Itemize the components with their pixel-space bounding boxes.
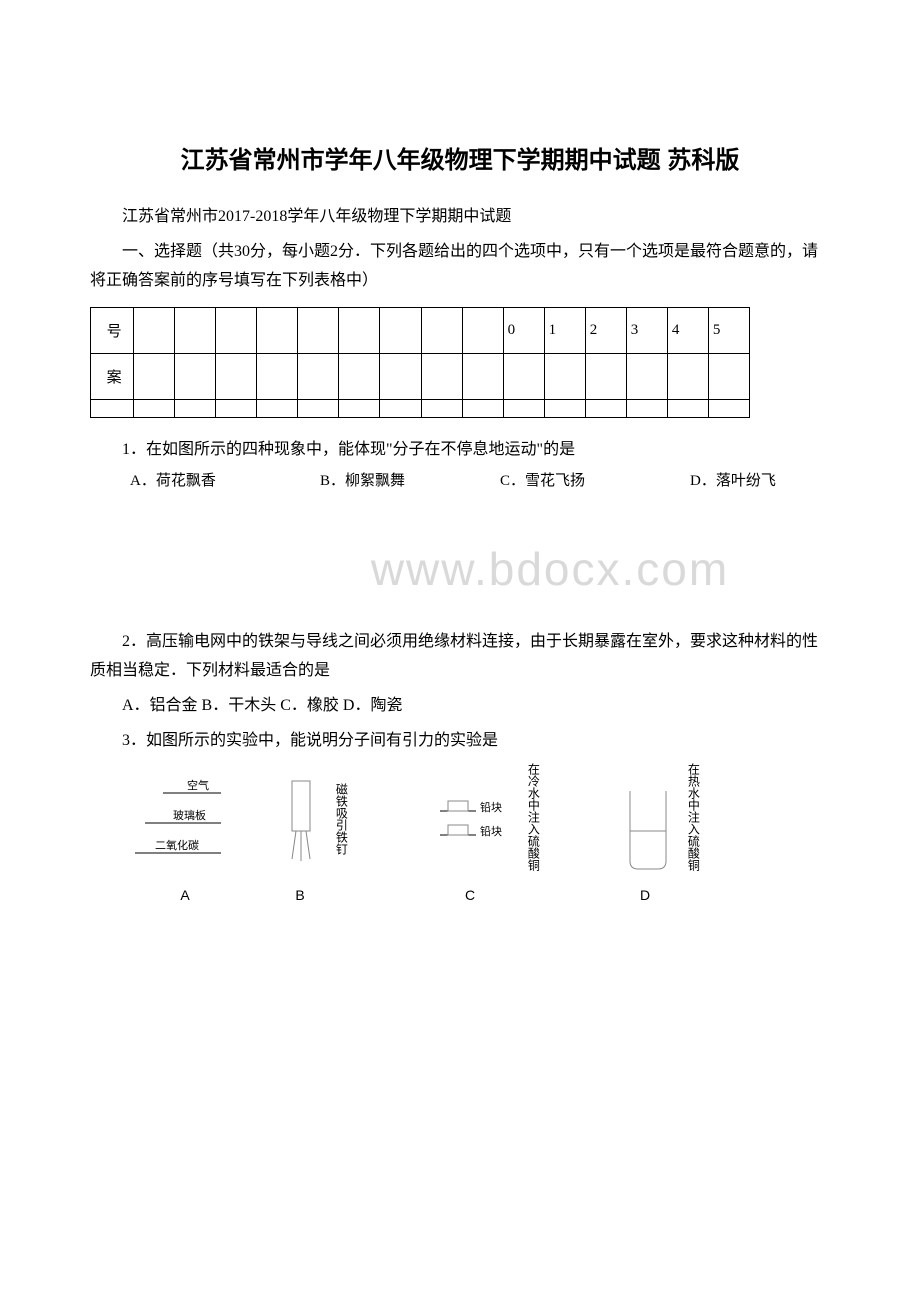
watermark: www.bdocx.com — [90, 542, 920, 596]
table-cell — [667, 400, 708, 418]
table-cell — [175, 354, 216, 400]
table-cell: 4 — [667, 308, 708, 354]
figure-c-label: C — [465, 887, 475, 903]
table-cell — [380, 308, 421, 354]
table-cell — [339, 354, 380, 400]
table-cell — [626, 354, 667, 400]
table-cell — [216, 308, 257, 354]
table-cell — [626, 400, 667, 418]
table-cell — [134, 308, 175, 354]
fig-a-label-3: 二氧化碳 — [155, 838, 199, 852]
table-cell — [421, 308, 462, 354]
row-label: 案 — [91, 354, 134, 400]
figure-b: B 磁铁吸引铁钉 — [270, 771, 420, 903]
figure-c-caption: 在冷水中注入硫酸铜 — [526, 763, 540, 883]
table-cell — [503, 400, 544, 418]
table-cell — [298, 400, 339, 418]
figure-a: 空气 玻璃板 二氧化碳 A — [100, 771, 270, 903]
table-cell — [339, 308, 380, 354]
option-c: C．雪花飞扬 — [500, 469, 690, 490]
fig-a-label-2: 玻璃板 — [173, 808, 206, 822]
option-d: D．落叶纷飞 — [690, 469, 776, 490]
question-1-options: A．荷花飘香 B．柳絮飘舞 C．雪花飞扬 D．落叶纷飞 — [130, 469, 830, 490]
figure-b-svg — [270, 771, 330, 881]
table-cell — [134, 400, 175, 418]
figure-c: 铅块 铅块 C 在冷水中注入硫酸铜 — [420, 763, 610, 903]
question-1: 1．在如图所示的四种现象中，能体现"分子在不停息地运动"的是 — [90, 436, 830, 465]
table-cell — [462, 400, 503, 418]
table-cell — [175, 308, 216, 354]
table-cell — [257, 400, 298, 418]
question-2-options: A．铝合金 B．干木头 C．橡胶 D．陶瓷 — [90, 692, 830, 721]
table-cell — [216, 354, 257, 400]
table-cell — [462, 308, 503, 354]
table-cell — [339, 400, 380, 418]
table-cell — [216, 400, 257, 418]
table-cell — [708, 354, 749, 400]
table-cell — [91, 400, 134, 418]
table-cell — [708, 400, 749, 418]
section-1-heading: 一、选择题（共30分，每小题2分．下列各题给出的四个选项中，只有一个选项是最符合… — [90, 238, 830, 296]
table-cell — [585, 400, 626, 418]
table-cell — [544, 354, 585, 400]
table-cell — [421, 400, 462, 418]
table-cell: 1 — [544, 308, 585, 354]
figure-d-caption: 在热水中注入硫酸铜 — [686, 763, 700, 883]
fig-c-label-1: 铅块 — [480, 800, 502, 814]
figure-b-label: B — [295, 887, 304, 903]
table-cell — [298, 308, 339, 354]
figure-d: D 在热水中注入硫酸铜 — [610, 763, 770, 903]
table-cell — [585, 354, 626, 400]
page-title: 江苏省常州市学年八年级物理下学期期中试题 苏科版 — [90, 140, 830, 175]
table-cell — [421, 354, 462, 400]
fig-a-label-1: 空气 — [187, 778, 209, 792]
fig-c-label-2: 铅块 — [480, 824, 502, 838]
question-3: 3．如图所示的实验中，能说明分子间有引力的实验是 — [90, 727, 830, 756]
option-a: A．荷花飘香 — [130, 469, 320, 490]
table-cell — [175, 400, 216, 418]
table-row: 案 — [91, 354, 750, 400]
table-cell: 0 — [503, 308, 544, 354]
table-cell — [134, 354, 175, 400]
table-cell — [298, 354, 339, 400]
table-row: 号 0 1 2 3 4 5 — [91, 308, 750, 354]
table-cell: 5 — [708, 308, 749, 354]
row-label: 号 — [91, 308, 134, 354]
table-cell — [380, 354, 421, 400]
figure-d-svg — [610, 771, 680, 881]
table-cell — [544, 400, 585, 418]
table-cell: 3 — [626, 308, 667, 354]
table-cell — [257, 354, 298, 400]
figure-c-svg: 铅块 铅块 — [420, 771, 520, 881]
question-2: 2．高压输电网中的铁架与导线之间必须用绝缘材料连接，由于长期暴露在室外，要求这种… — [90, 628, 830, 686]
table-cell — [257, 308, 298, 354]
table-cell — [462, 354, 503, 400]
table-row — [91, 400, 750, 418]
question-3-figures: 空气 玻璃板 二氧化碳 A B 磁铁吸引铁钉 — [100, 763, 830, 903]
figure-d-label: D — [640, 887, 650, 903]
figure-b-caption: 磁铁吸引铁钉 — [334, 783, 348, 883]
answer-table: 号 0 1 2 3 4 5 案 — [90, 307, 750, 418]
table-cell: 2 — [585, 308, 626, 354]
subtitle: 江苏省常州市2017-2018学年八年级物理下学期期中试题 — [90, 203, 830, 232]
table-cell — [380, 400, 421, 418]
table-cell — [503, 354, 544, 400]
figure-a-label: A — [180, 887, 189, 903]
table-cell — [667, 354, 708, 400]
figure-a-svg: 空气 玻璃板 二氧化碳 — [125, 771, 245, 881]
option-b: B．柳絮飘舞 — [320, 469, 500, 490]
